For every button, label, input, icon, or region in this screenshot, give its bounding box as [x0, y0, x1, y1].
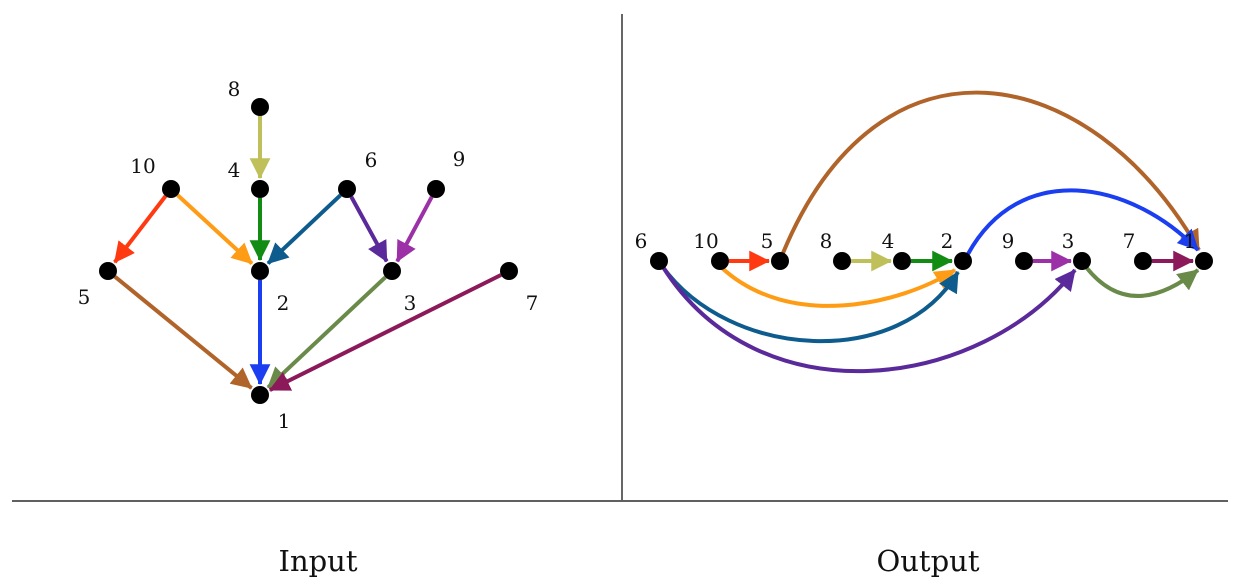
- edge-3-to-1: [266, 275, 387, 389]
- node-2: [251, 262, 269, 280]
- node-label-7: 7: [526, 291, 539, 315]
- node-label-1: 1: [278, 409, 291, 433]
- edge-7-to-1: [268, 273, 502, 392]
- output-node-9: [1015, 252, 1033, 270]
- node-9: [427, 180, 445, 198]
- output-node-label-9: 9: [1002, 229, 1015, 253]
- output-edge-2-to-1: [966, 188, 1200, 255]
- output-node-label-4: 4: [882, 229, 895, 253]
- node-6: [338, 180, 356, 198]
- node-label-3: 3: [404, 291, 417, 315]
- output-node-2: [954, 252, 972, 270]
- output-node-label-5: 5: [761, 229, 774, 253]
- edge-6-to-3: [349, 195, 389, 263]
- node-label-2: 2: [277, 291, 290, 315]
- node-7: [500, 262, 518, 280]
- node-10: [162, 180, 180, 198]
- output-node-label-6: 6: [635, 229, 648, 253]
- node-label-5: 5: [78, 285, 91, 309]
- edge-10-to-5: [113, 194, 168, 264]
- output-edge-6-to-3: [661, 265, 1077, 374]
- output-node-label-2: 2: [941, 229, 954, 253]
- node-label-10: 10: [130, 154, 155, 178]
- output-graph-edges: [660, 90, 1201, 374]
- edge-9-to-3: [395, 195, 434, 263]
- output-node-8: [833, 252, 851, 270]
- input-graph-edges: [113, 116, 502, 392]
- input-graph-nodes: 1 2 3 4 5 6 7 8 9 10: [78, 77, 539, 433]
- output-node-label-7: 7: [1123, 229, 1136, 253]
- node-label-9: 9: [453, 147, 466, 171]
- edge-6-to-2: [266, 193, 342, 265]
- node-5: [99, 262, 117, 280]
- node-1: [251, 386, 269, 404]
- output-node-label-8: 8: [820, 229, 833, 253]
- node-4: [251, 180, 269, 198]
- output-node-label-3: 3: [1062, 229, 1075, 253]
- output-node-3: [1073, 252, 1091, 270]
- output-edge-10-to-2: [720, 266, 957, 308]
- output-node-10: [711, 252, 729, 270]
- caption-input: Input: [278, 544, 357, 578]
- node-3: [383, 262, 401, 280]
- output-node-5: [771, 252, 789, 270]
- output-edge-5-to-1: [781, 90, 1201, 254]
- edge-5-to-1: [113, 275, 253, 390]
- output-edge-6-to-2: [660, 264, 960, 344]
- output-graph-nodes: 6 10 5 8 4 2 9 3 7 1: [635, 229, 1213, 270]
- output-node-label-1: 1: [1184, 229, 1197, 253]
- edge-10-to-2: [176, 193, 254, 266]
- output-edge-3-to-1: [1084, 265, 1200, 298]
- node-8: [251, 98, 269, 116]
- node-label-4: 4: [228, 158, 241, 182]
- output-node-4: [893, 252, 911, 270]
- output-node-1: [1195, 252, 1213, 270]
- caption-output: Output: [876, 544, 979, 578]
- output-node-6: [650, 252, 668, 270]
- node-label-8: 8: [228, 77, 241, 101]
- node-label-6: 6: [365, 148, 378, 172]
- output-node-7: [1134, 252, 1152, 270]
- output-node-label-10: 10: [693, 229, 718, 253]
